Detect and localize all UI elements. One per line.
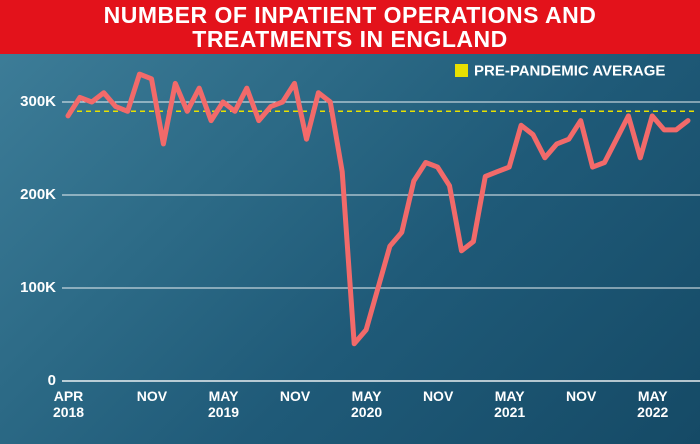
x-tick-label: MAY 2019	[207, 388, 240, 420]
y-tick-label: 300K	[20, 93, 56, 110]
x-tick-label: MAY 2020	[351, 388, 383, 420]
chart-title: NUMBER OF INPATIENT OPERATIONS AND TREAT…	[103, 2, 597, 52]
x-tick-label: NOV	[422, 388, 454, 404]
x-tick-label: APR 2018	[52, 388, 85, 420]
title-banner	[0, 0, 700, 54]
x-label-box: NOV	[566, 388, 596, 404]
x-label-box: NOV	[280, 388, 310, 404]
x-label-box: MAY 2019	[208, 388, 239, 420]
x-tick-label: MAY 2022	[637, 388, 669, 420]
legend-label: PRE-PANDEMIC AVERAGE	[474, 62, 665, 79]
x-tick-label: MAY 2021	[494, 388, 526, 420]
y-tick-label: 100K	[20, 279, 56, 296]
x-label-box: MAY 2021	[494, 388, 525, 420]
x-label-box: NOV	[137, 388, 167, 404]
x-label-box: APR 2018	[53, 388, 84, 420]
legend-swatch	[455, 64, 468, 77]
y-tick-label: 200K	[20, 186, 56, 203]
x-label-box: MAY 2020	[351, 388, 382, 420]
x-label-box: NOV	[423, 388, 453, 404]
y-tick-label: 0	[48, 372, 56, 389]
series-line	[65, 71, 691, 347]
x-label-box: MAY 2022	[637, 388, 668, 420]
x-tick-label: NOV	[279, 388, 311, 404]
x-tick-label: NOV	[136, 388, 168, 404]
x-tick-label: NOV	[566, 388, 597, 404]
